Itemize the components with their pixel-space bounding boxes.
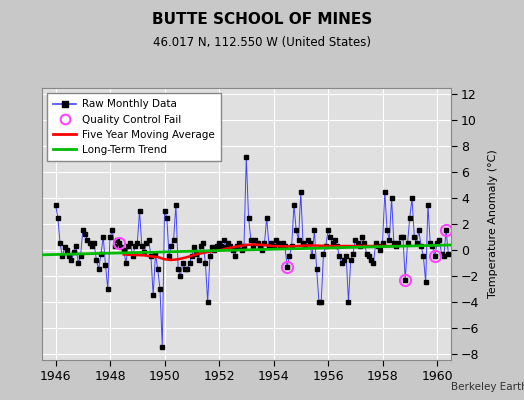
Text: BUTTE SCHOOL OF MINES: BUTTE SCHOOL OF MINES: [152, 12, 372, 27]
Legend: Raw Monthly Data, Quality Control Fail, Five Year Moving Average, Long-Term Tren: Raw Monthly Data, Quality Control Fail, …: [47, 93, 221, 161]
Y-axis label: Temperature Anomaly (°C): Temperature Anomaly (°C): [488, 150, 498, 298]
Text: 46.017 N, 112.550 W (United States): 46.017 N, 112.550 W (United States): [153, 36, 371, 49]
Text: Berkeley Earth: Berkeley Earth: [451, 382, 524, 392]
